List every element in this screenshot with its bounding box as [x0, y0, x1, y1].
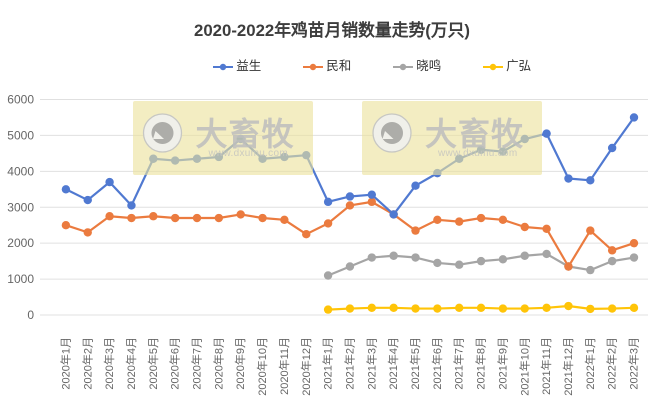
- svg-text:2021年2月: 2021年2月: [342, 337, 356, 390]
- svg-text:2021年3月: 2021年3月: [364, 337, 378, 390]
- svg-text:2020年7月: 2020年7月: [190, 337, 204, 390]
- svg-text:2020年2月: 2020年2月: [80, 337, 94, 390]
- svg-text:2021年6月: 2021年6月: [430, 337, 444, 390]
- svg-text:2020年3月: 2020年3月: [102, 337, 116, 390]
- svg-text:2021年9月: 2021年9月: [495, 337, 509, 390]
- svg-text:2021年10月: 2021年10月: [517, 337, 531, 396]
- svg-text:2021年5月: 2021年5月: [408, 337, 422, 390]
- svg-text:2021年4月: 2021年4月: [386, 337, 400, 390]
- svg-text:2021年7月: 2021年7月: [452, 337, 466, 390]
- svg-text:2020年5月: 2020年5月: [146, 337, 160, 390]
- svg-text:2020年4月: 2020年4月: [124, 337, 138, 390]
- svg-text:2022年1月: 2022年1月: [583, 337, 597, 390]
- svg-text:2022年3月: 2022年3月: [627, 337, 641, 390]
- svg-text:2022年2月: 2022年2月: [605, 337, 619, 390]
- svg-text:2020年8月: 2020年8月: [211, 337, 225, 390]
- svg-text:2021年1月: 2021年1月: [321, 337, 335, 390]
- svg-text:2021年12月: 2021年12月: [561, 337, 575, 396]
- svg-text:2020年11月: 2020年11月: [277, 337, 291, 395]
- svg-text:5000: 5000: [7, 128, 34, 142]
- svg-text:6000: 6000: [7, 93, 34, 107]
- svg-text:3000: 3000: [7, 200, 34, 214]
- svg-text:2000: 2000: [7, 236, 34, 250]
- svg-text:2020年9月: 2020年9月: [233, 337, 247, 390]
- svg-text:2021年11月: 2021年11月: [539, 337, 553, 395]
- svg-text:0: 0: [27, 308, 34, 322]
- svg-text:4000: 4000: [7, 164, 34, 178]
- svg-text:2021年8月: 2021年8月: [474, 337, 488, 390]
- svg-text:2020年12月: 2020年12月: [299, 337, 313, 396]
- svg-text:1000: 1000: [7, 272, 34, 286]
- svg-text:2020年6月: 2020年6月: [168, 337, 182, 390]
- svg-text:2020年1月: 2020年1月: [58, 337, 72, 390]
- svg-text:2020年10月: 2020年10月: [255, 337, 269, 396]
